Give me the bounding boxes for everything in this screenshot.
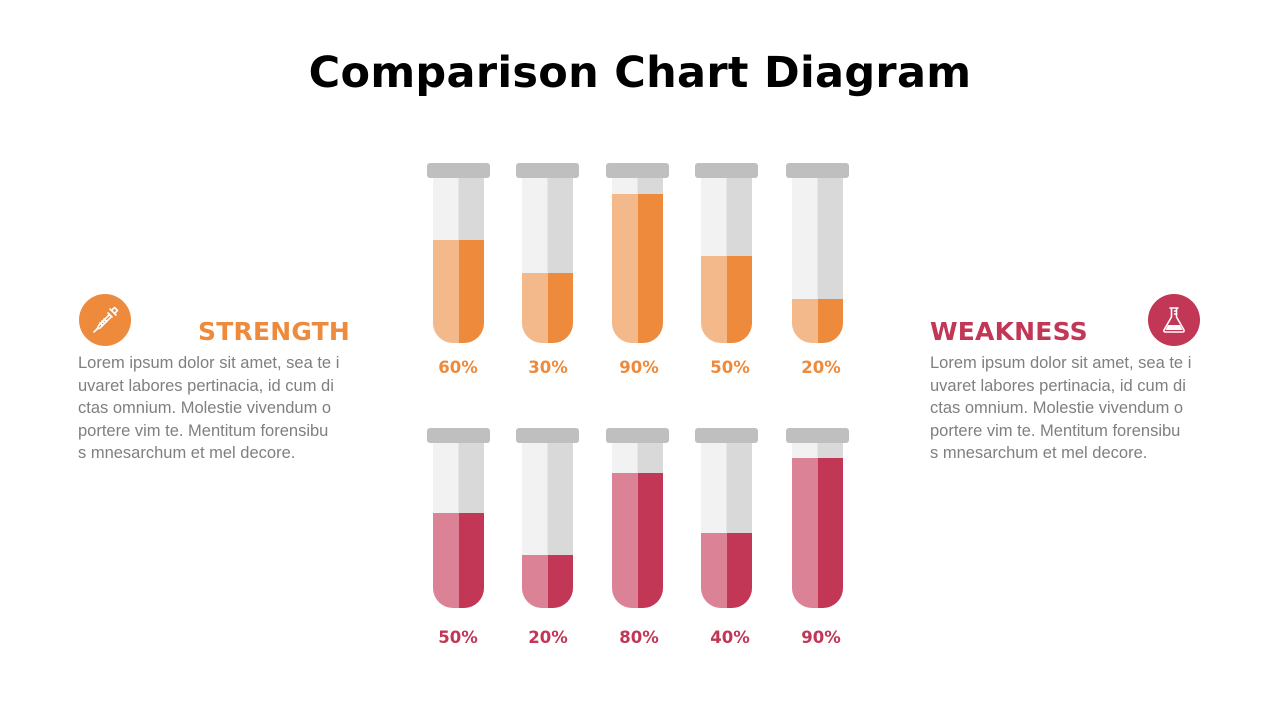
tube-fill bbox=[792, 458, 843, 608]
tube-body bbox=[792, 178, 843, 343]
tube-cap bbox=[786, 428, 849, 443]
tube-body bbox=[433, 178, 484, 343]
strength-percent-label: 30% bbox=[528, 358, 568, 377]
tube-cap bbox=[695, 163, 758, 178]
weakness-percent-label: 90% bbox=[801, 628, 841, 647]
strength-percent-label: 90% bbox=[619, 358, 659, 377]
tube-fill bbox=[792, 299, 843, 343]
strength-line: ctas omnium. Molestie vivendum o bbox=[78, 399, 332, 418]
strength-line: s mnesarchum et mel decore. bbox=[78, 444, 296, 463]
tube-fill bbox=[433, 513, 484, 608]
tube-cap bbox=[427, 428, 490, 443]
tube-fill bbox=[433, 240, 484, 343]
flask-icon bbox=[1163, 307, 1185, 333]
weakness-line: s mnesarchum et mel decore. bbox=[930, 444, 1148, 463]
tube-body bbox=[522, 443, 573, 608]
strength-line: portere vim te. Mentitum forensibu bbox=[78, 421, 329, 440]
tube-fill bbox=[612, 473, 663, 608]
page-title: Comparison Chart Diagram bbox=[308, 48, 972, 98]
tube-cap bbox=[695, 428, 758, 443]
weakness-percent-label: 80% bbox=[619, 628, 659, 647]
dropper-icon bbox=[93, 306, 119, 333]
weakness-percent-label: 50% bbox=[438, 628, 478, 647]
tube-body bbox=[701, 178, 752, 343]
tube-fill bbox=[701, 256, 752, 343]
weakness-percent-label: 40% bbox=[710, 628, 750, 647]
tube-body bbox=[612, 443, 663, 608]
strength-line: uvaret labores pertinacia, id cum di bbox=[78, 376, 334, 395]
tube-body bbox=[612, 178, 663, 343]
tube-body bbox=[792, 443, 843, 608]
weakness-line: Lorem ipsum dolor sit amet, sea te i bbox=[930, 354, 1192, 372]
weakness-description: Lorem ipsum dolor sit amet, sea te i uva… bbox=[930, 352, 1210, 465]
tube-cap bbox=[427, 163, 490, 178]
tube-cap bbox=[606, 163, 669, 178]
weakness-percent-label: 20% bbox=[528, 628, 568, 647]
strength-percent-label: 60% bbox=[438, 358, 478, 377]
tube-body bbox=[522, 178, 573, 343]
tube-fill bbox=[701, 533, 752, 608]
strength-description: Lorem ipsum dolor sit amet, sea te i uva… bbox=[78, 352, 358, 465]
tube-fill bbox=[522, 273, 573, 343]
strength-icon-badge bbox=[79, 294, 131, 346]
strength-heading: STRENGTH bbox=[198, 317, 350, 346]
tube-cap bbox=[606, 428, 669, 443]
strength-percent-label: 50% bbox=[710, 358, 750, 377]
weakness-line: portere vim te. Mentitum forensibu bbox=[930, 421, 1181, 440]
tube-body bbox=[433, 443, 484, 608]
strength-percent-label: 20% bbox=[801, 358, 841, 377]
strength-line: Lorem ipsum dolor sit amet, sea te i bbox=[78, 354, 340, 372]
tube-cap bbox=[516, 428, 579, 443]
weakness-line: uvaret labores pertinacia, id cum di bbox=[930, 376, 1186, 395]
tube-body bbox=[701, 443, 752, 608]
tube-fill bbox=[522, 555, 573, 608]
tube-fill bbox=[612, 194, 663, 343]
tube-cap bbox=[516, 163, 579, 178]
weakness-line: ctas omnium. Molestie vivendum o bbox=[930, 399, 1184, 418]
tube-cap bbox=[786, 163, 849, 178]
weakness-heading: WEAKNESS bbox=[930, 317, 1088, 346]
weakness-icon-badge bbox=[1148, 294, 1200, 346]
